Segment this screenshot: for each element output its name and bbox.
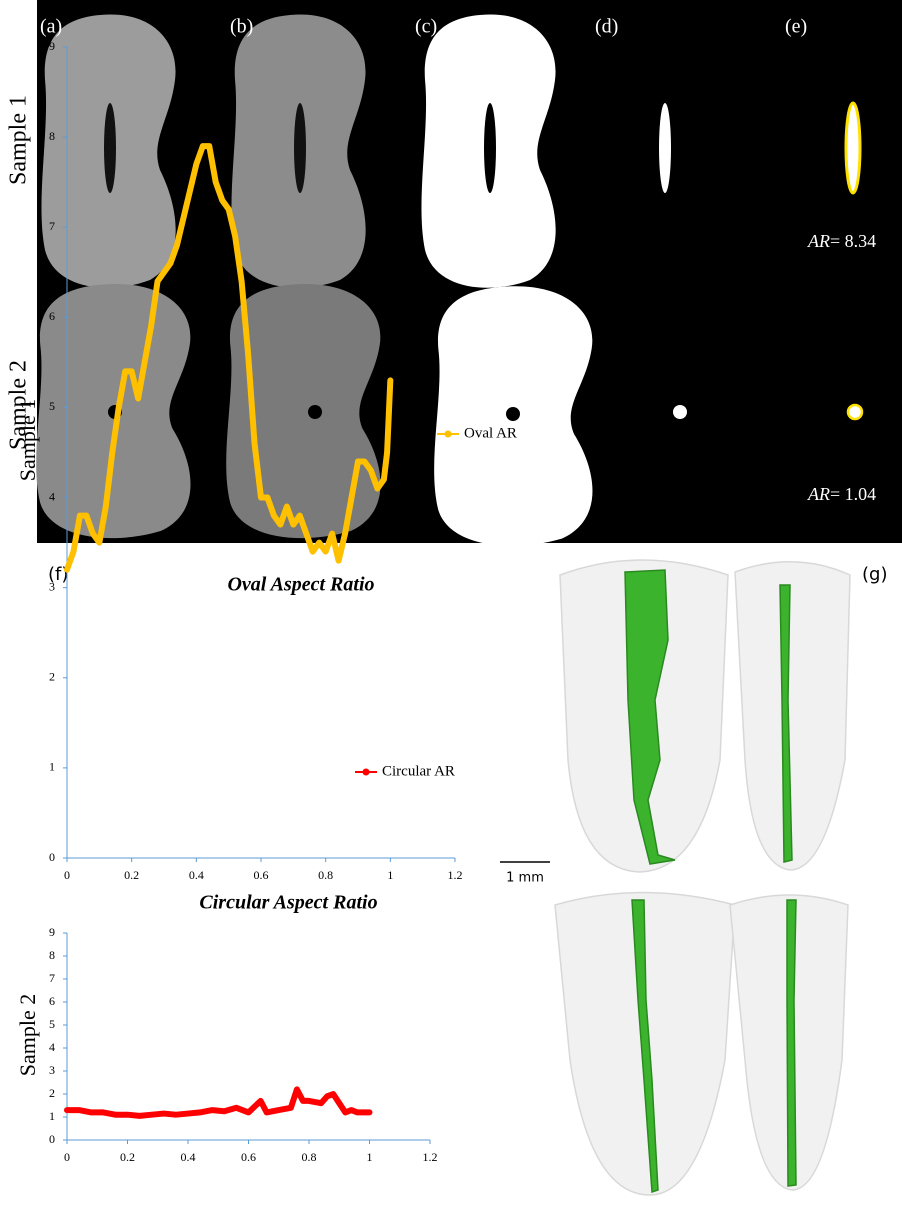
x-tick-label: 0.2	[124, 868, 139, 882]
y-axis-label: Sample 2	[15, 994, 40, 1077]
panel-label: (d)	[595, 16, 618, 38]
y-tick-label: 4	[49, 1040, 55, 1054]
canal	[104, 103, 116, 193]
y-tick-label: 0	[49, 850, 55, 864]
x-tick-label: 1	[367, 1150, 373, 1164]
chart-title: Oval Aspect Ratio	[227, 574, 374, 596]
x-tick-label: 0.4	[189, 868, 204, 882]
canal-mask	[673, 405, 687, 419]
annotation-text: = 8.34	[830, 231, 876, 251]
tooth-render	[735, 562, 850, 870]
y-tick-label: 3	[49, 1063, 55, 1077]
canal	[308, 405, 322, 419]
annotation-prefix: AR	[807, 231, 830, 251]
panel-label: (g)	[862, 564, 887, 585]
panel-label: (c)	[415, 16, 437, 38]
y-tick-label: 1	[49, 1109, 55, 1123]
y-tick-label: 8	[49, 948, 55, 962]
fitted-circle	[848, 405, 862, 419]
annotation-prefix: AR	[807, 484, 830, 504]
data-line	[67, 1089, 370, 1115]
annotation: AR= 1.04	[807, 484, 876, 504]
legend-label: Oval AR	[464, 425, 517, 441]
annotation-text: = 1.04	[830, 484, 876, 504]
y-tick-label: 2	[49, 670, 55, 684]
y-tick-label: 9	[49, 39, 55, 53]
y-tick-label: 5	[49, 399, 55, 413]
canal	[484, 103, 496, 193]
3d-renders	[555, 560, 850, 1195]
y-tick-label: 9	[49, 925, 55, 939]
panel-label: (a)	[40, 16, 62, 38]
canal-mask	[659, 103, 671, 193]
y-tick-label: 6	[49, 309, 55, 323]
row-label: Sample 1	[6, 95, 32, 185]
x-tick-label: 1.2	[448, 868, 463, 882]
y-tick-label: 3	[49, 579, 55, 593]
x-tick-label: 0	[64, 868, 70, 882]
panel-label: (e)	[785, 16, 807, 38]
canal	[294, 103, 306, 193]
y-tick-label: 7	[49, 219, 55, 233]
y-tick-label: 1	[49, 760, 55, 774]
y-tick-label: 4	[49, 489, 55, 503]
x-tick-label: 0.8	[302, 1150, 317, 1164]
page: (a) (b) (c) (d) (e) AR= 8.34 AR= 1.04 Sa…	[0, 0, 902, 1205]
x-tick-label: 0.6	[254, 868, 269, 882]
chart-title: Circular Aspect Ratio	[199, 892, 377, 914]
y-axis-label: Sample 1	[15, 399, 40, 482]
legend-label: Circular AR	[382, 763, 455, 779]
canal-render	[787, 900, 796, 1186]
scale-bar-label: 1 mm	[506, 871, 544, 886]
fitted-ellipse	[846, 103, 860, 193]
x-tick-label: 1.2	[423, 1150, 438, 1164]
y-tick-label: 5	[49, 1017, 55, 1031]
y-tick-label: 6	[49, 994, 55, 1008]
canal	[506, 407, 520, 421]
figure: (a) (b) (c) (d) (e) AR= 8.34 AR= 1.04 Sa…	[0, 0, 902, 1205]
y-tick-label: 0	[49, 1132, 55, 1146]
panel-label: (b)	[230, 16, 253, 38]
x-tick-label: 0.8	[318, 868, 333, 882]
x-tick-label: 0.4	[181, 1150, 196, 1164]
y-tick-label: 2	[49, 1086, 55, 1100]
legend-marker	[445, 431, 452, 438]
x-tick-label: 0.6	[241, 1150, 256, 1164]
x-tick-label: 1	[387, 868, 393, 882]
y-tick-label: 7	[49, 971, 55, 985]
annotation: AR= 8.34	[807, 231, 876, 251]
legend-marker	[363, 769, 370, 776]
y-tick-label: 8	[49, 129, 55, 143]
x-tick-label: 0	[64, 1150, 70, 1164]
x-tick-label: 0.2	[120, 1150, 135, 1164]
